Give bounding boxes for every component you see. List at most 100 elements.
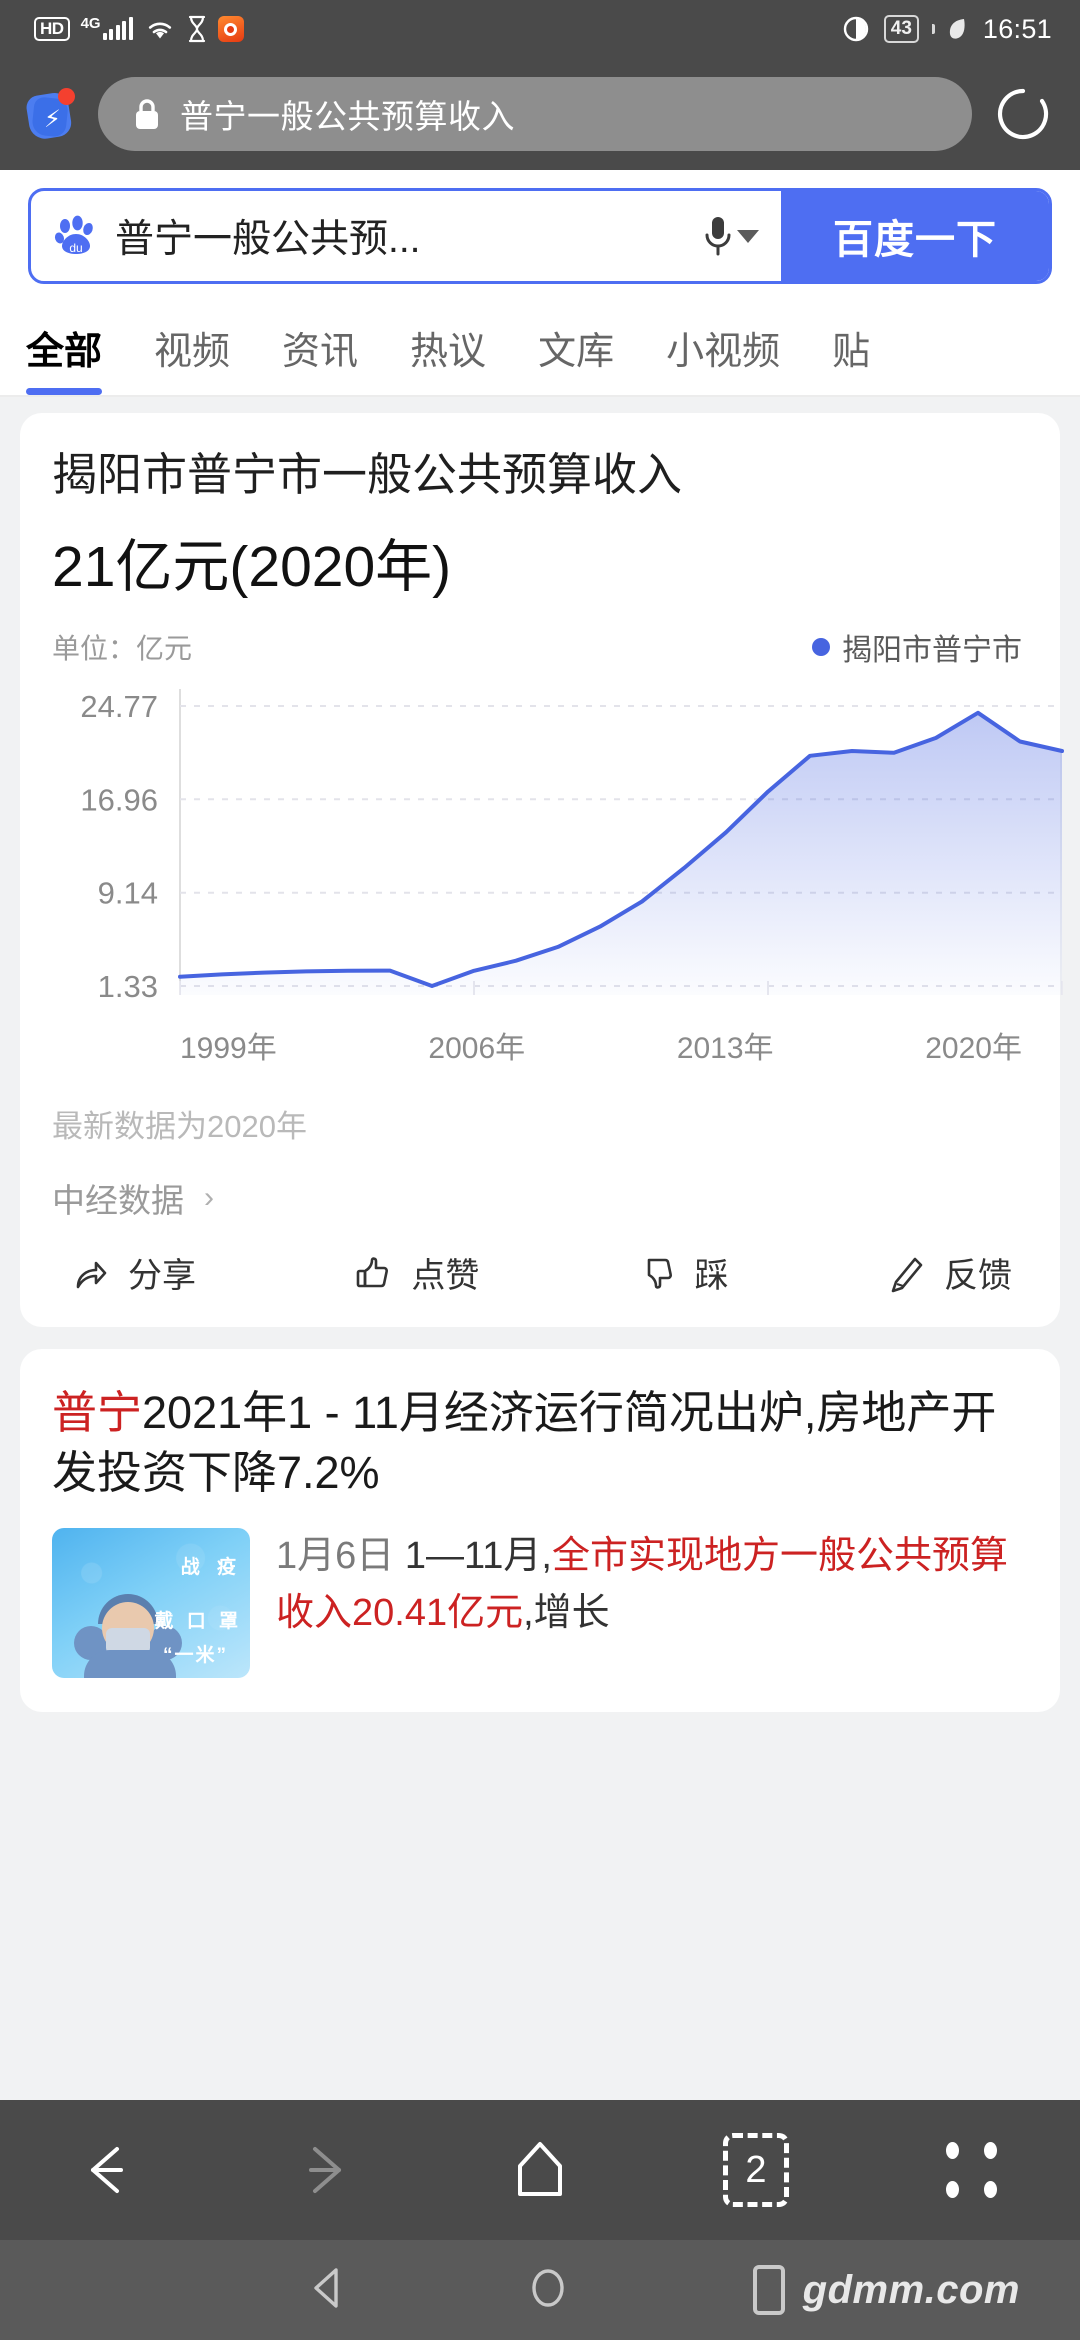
browser-home-button[interactable]	[480, 2122, 600, 2218]
like-button[interactable]: 点赞	[351, 1248, 479, 1297]
search-box[interactable]: du 普宁一般公共预... 百度一下	[28, 188, 1052, 284]
baidu-paw-icon: du	[53, 213, 99, 259]
more-dots-icon	[946, 2142, 998, 2198]
thumb-text-3: “一米”	[162, 1645, 228, 1667]
phone-icon	[752, 2265, 785, 2315]
legend-color-dot	[812, 638, 830, 657]
url-input[interactable]: 普宁一般公共预算收入	[98, 77, 972, 151]
svg-text:16.96: 16.96	[80, 783, 158, 818]
shield-bolt-icon[interactable]: ⚡	[22, 86, 78, 142]
news-body: 战 疫 戴 口 罩 “一米” 1月6日 1—11月,全市实现地方一般公共预算收入…	[52, 1528, 1028, 1679]
share-label: 分享	[128, 1257, 196, 1296]
browser-back-button[interactable]	[48, 2122, 168, 2218]
pencil-feedback-icon	[891, 1257, 923, 1293]
line-chart: 1.33 9.14 16.96 24.77	[52, 683, 1064, 1013]
battery-icon: 43	[883, 15, 919, 43]
feedback-label: 反馈	[943, 1257, 1012, 1296]
news-title[interactable]: 普宁2021年1 - 11月经济运行简况出炉,房地产开发投资下降7.2%	[52, 1383, 1028, 1502]
dislike-label: 踩	[694, 1257, 729, 1296]
lock-icon	[132, 96, 162, 132]
chart-header: 单位：亿元 揭阳市普宁市	[52, 625, 1028, 669]
app-notification-icon	[217, 16, 244, 42]
source-label: 中经数据	[52, 1182, 184, 1220]
search-row: du 普宁一般公共预... 百度一下	[0, 170, 1080, 298]
tab-video[interactable]: 视频	[154, 331, 231, 373]
thumb-text-2: 戴 口 罩	[154, 1611, 242, 1633]
snippet-date: 1月6日	[276, 1535, 395, 1578]
chevron-down-icon[interactable]	[737, 229, 759, 243]
eye-icon	[839, 16, 873, 42]
chart-unit-label: 单位：亿元	[52, 633, 193, 665]
data-card[interactable]: 揭阳市普宁市一般公共预算收入 21亿元(2020年) 单位：亿元 揭阳市普宁市 …	[20, 413, 1064, 1328]
news-card[interactable]: 普宁2021年1 - 11月经济运行简况出炉,房地产开发投资下降7.2% 战 疫…	[20, 1349, 1060, 1713]
url-text: 普宁一般公共预算收入	[180, 98, 515, 135]
svg-text:24.77: 24.77	[80, 689, 158, 724]
thumb-text-1: 战 疫	[180, 1557, 242, 1579]
data-card-title: 揭阳市普宁市一般公共预算收入	[52, 449, 683, 500]
web-page: du 普宁一般公共预... 百度一下 全部 视频 资讯 热议 文库 小视频 贴	[0, 170, 1080, 1713]
search-query-text: 普宁一般公共预...	[115, 218, 421, 261]
legend-label: 揭阳市普宁市	[842, 634, 1022, 668]
microphone-icon[interactable]	[701, 213, 735, 259]
like-label: 点赞	[411, 1257, 480, 1296]
feedback-button[interactable]: 反馈	[884, 1248, 1012, 1297]
browser-url-bar: ⚡ 普宁一般公共预算收入	[0, 58, 1080, 170]
card-actions: 分享 点赞 踩 反馈	[52, 1222, 1028, 1303]
result-tabs: 全部 视频 资讯 热议 文库 小视频 贴	[0, 298, 1080, 395]
system-home-button[interactable]	[520, 2260, 576, 2321]
browser-tabs-button[interactable]: 2	[696, 2122, 816, 2218]
svg-text:9.14: 9.14	[98, 876, 158, 911]
snippet-highlight: 全市实现地方一般公共预算收入20.41亿元	[276, 1535, 1008, 1635]
tab-news[interactable]: 资讯	[282, 331, 359, 373]
tab-all[interactable]: 全部	[26, 308, 103, 395]
home-icon	[518, 2142, 562, 2196]
battery-cap-icon	[931, 24, 935, 34]
tab-hot[interactable]: 热议	[410, 331, 487, 373]
arrow-right-icon	[309, 2147, 341, 2193]
news-title-rest: 2021年1 - 11月经济运行简况出炉,房地产开发投资下降7.2%	[52, 1387, 997, 1498]
chart-legend: 揭阳市普宁市	[812, 625, 1022, 669]
thumbs-down-icon	[647, 1258, 672, 1289]
xtick-1: 2006年	[428, 1032, 526, 1066]
xtick-2: 2013年	[676, 1032, 774, 1066]
tab-count-icon: 2	[723, 2133, 789, 2207]
tab-wenku[interactable]: 文库	[538, 331, 615, 373]
data-source-link[interactable]: 中经数据 ›	[52, 1174, 1028, 1222]
status-bar: HD 4G 43 16:51	[0, 0, 1080, 58]
reload-icon[interactable]	[992, 83, 1054, 145]
status-clock: 16:51	[982, 13, 1052, 44]
dislike-button[interactable]: 踩	[635, 1248, 729, 1297]
browser-toolbar: 2	[0, 2100, 1080, 2240]
svg-text:1.33: 1.33	[98, 969, 158, 1004]
network-type-label: 4G	[80, 15, 101, 32]
hourglass-icon	[187, 15, 207, 43]
system-back-button[interactable]	[300, 2260, 356, 2321]
data-card-value: 21亿元(2020年)	[52, 535, 452, 600]
circle-home-icon	[532, 2268, 564, 2307]
search-submit-button[interactable]: 百度一下	[781, 191, 1049, 281]
hd-icon: HD	[34, 17, 70, 41]
svg-text:du: du	[69, 241, 82, 255]
wifi-icon	[144, 17, 176, 41]
xtick-0: 1999年	[180, 1032, 277, 1066]
browser-menu-button[interactable]	[912, 2122, 1032, 2218]
tab-tieba[interactable]: 贴	[832, 331, 871, 373]
news-title-highlight: 普宁	[52, 1387, 143, 1439]
news-thumbnail[interactable]: 战 疫 戴 口 罩 “一米”	[52, 1528, 250, 1679]
chart-x-axis: 1999年 2006年 2013年 2020年	[52, 1013, 1028, 1067]
watermark-text: gdmm.com	[802, 2267, 1020, 2312]
tab-shortvideo[interactable]: 小视频	[666, 331, 781, 373]
system-nav-bar: gdmm.com	[0, 2240, 1080, 2340]
xtick-3: 2020年	[925, 1032, 1022, 1066]
share-button[interactable]: 分享	[68, 1248, 196, 1297]
thumbs-up-icon	[357, 1257, 389, 1288]
person-illustration	[74, 1586, 182, 1679]
data-freshness-note: 最新数据为2020年	[52, 1109, 307, 1145]
results-list: 揭阳市普宁市一般公共预算收入 21亿元(2020年) 单位：亿元 揭阳市普宁市 …	[0, 397, 1080, 1713]
snippet-plain-2: ,增长	[523, 1592, 610, 1635]
leaf-icon	[946, 16, 968, 42]
snippet-plain-1: 1—11月,	[394, 1535, 552, 1578]
search-input[interactable]: du 普宁一般公共预...	[31, 208, 701, 264]
share-icon	[76, 1261, 107, 1289]
